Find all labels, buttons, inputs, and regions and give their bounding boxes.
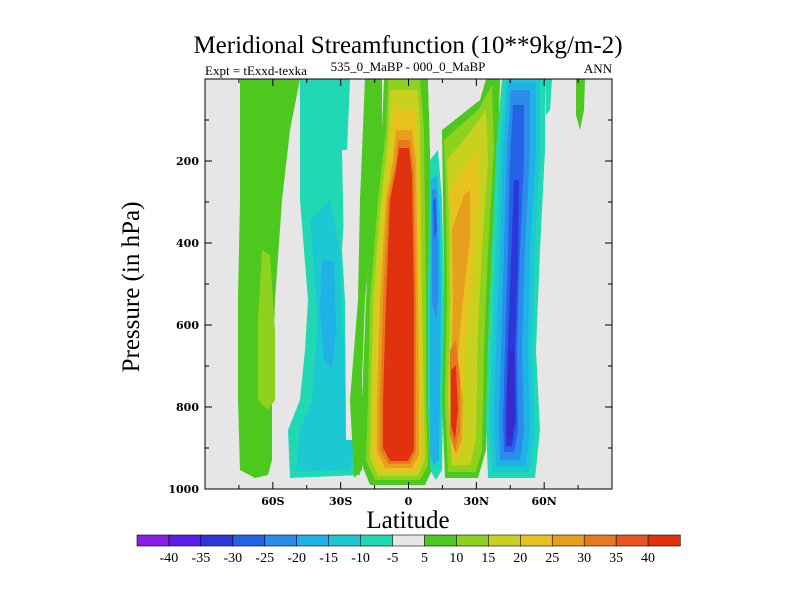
colorbar-swatch	[583, 534, 617, 547]
colorbar-swatch	[456, 534, 489, 547]
colorbar-swatch	[264, 534, 298, 547]
colorbar-swatch	[647, 534, 681, 547]
colorbar-label: 10	[449, 551, 463, 566]
contour-neg-45n-35	[507, 350, 514, 440]
y-tick-label: 400	[176, 237, 199, 250]
colorbar-label: -5	[387, 551, 399, 566]
colorbar-swatch	[136, 534, 170, 547]
contour-neg-60n-wisp	[545, 79, 552, 115]
colorbar-label: -30	[223, 551, 242, 566]
colorbar-label: -10	[351, 551, 370, 566]
colorbar-label: 30	[577, 551, 591, 566]
period-label: 535_0_MaBP - 000_0_MaBP	[331, 59, 486, 74]
contour-neg-10n-core	[433, 198, 437, 240]
colorbar-swatch	[551, 534, 585, 547]
colorbar-label: 25	[545, 551, 559, 566]
experiment-label: Expt = tExxd-texka	[205, 63, 307, 78]
contour-neg-40s-inner	[320, 260, 336, 370]
x-tick-label: 0	[405, 495, 413, 508]
colorbar-swatch	[519, 534, 553, 547]
colorbar-swatch	[360, 534, 394, 547]
contour-pos-20n-40	[451, 365, 458, 440]
colorbar-label: 5	[421, 551, 428, 566]
colorbar-label: -15	[319, 551, 338, 566]
y-tick-label: 1000	[168, 483, 199, 496]
x-tick-label: 60S	[261, 495, 284, 508]
colorbar-swatch	[424, 534, 458, 547]
y-axis: 200 400 600 800 1000	[168, 119, 612, 496]
contour-pos-75n	[576, 79, 585, 130]
colorbar-swatch	[232, 534, 266, 547]
colorbar-label: 15	[481, 551, 495, 566]
colorbar-label: 40	[641, 551, 655, 566]
colorbar-label: 20	[513, 551, 527, 566]
x-tick-label: 30S	[329, 495, 352, 508]
y-tick-label: 800	[176, 401, 199, 414]
x-axis-label: Latitude	[366, 507, 449, 534]
y-tick-label: 600	[176, 319, 199, 332]
colorbar-label: 35	[609, 551, 623, 566]
x-tick-label: 60N	[531, 495, 556, 508]
contour-hadley-40	[383, 148, 414, 461]
y-tick-label: 200	[176, 155, 199, 168]
colorbar-label: -25	[255, 551, 274, 566]
colorbar-swatch	[328, 534, 362, 547]
season-label: ANN	[584, 61, 613, 76]
contour-field	[238, 79, 585, 485]
colorbar: -40 -35 -30 -25 -20 -15 -10 -5 5 10 15 20 25 30 35 40	[136, 534, 681, 566]
contour-pos-strip-25s	[350, 79, 382, 478]
colorbar-swatch	[200, 534, 234, 547]
colorbar-swatch	[392, 534, 426, 547]
colorbar-swatch	[296, 534, 330, 547]
chart-title: Meridional Streamfunction (10**9kg/m-2)	[193, 32, 622, 59]
y-axis-label: Pressure (in hPa)	[118, 202, 145, 373]
x-tick-label: 30N	[464, 495, 489, 508]
colorbar-swatch	[168, 534, 202, 547]
contour-zero-equator	[428, 79, 438, 160]
contour-pos-60s-inner	[258, 250, 275, 410]
x-axis: 60S 30S 0 30N 60N	[238, 79, 579, 508]
colorbar-label: -20	[287, 551, 306, 566]
colorbar-swatch	[615, 534, 649, 547]
colorbar-swatch	[488, 534, 521, 547]
colorbar-label: -35	[192, 551, 211, 566]
colorbar-label: -40	[160, 551, 179, 566]
